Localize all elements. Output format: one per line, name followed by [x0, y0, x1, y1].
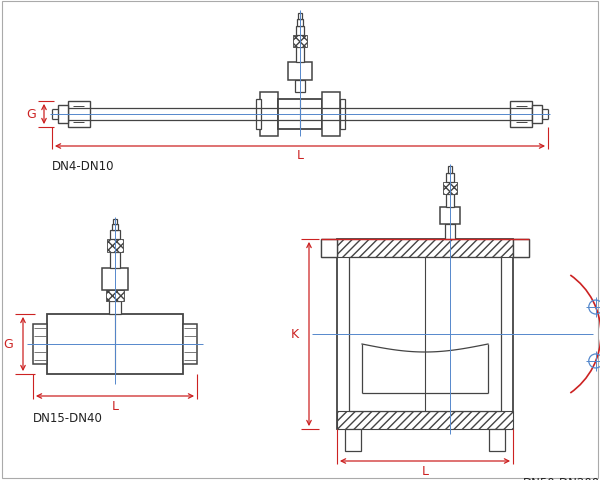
Bar [107, 240, 123, 252]
Bar [445, 225, 455, 240]
Bar [58, 106, 68, 124]
Text: K: K [291, 328, 299, 341]
Bar [110, 230, 120, 240]
Text: L: L [422, 465, 428, 478]
Bar [106, 290, 124, 301]
Bar [47, 314, 183, 374]
Bar [345, 429, 361, 451]
Bar [513, 240, 529, 257]
Bar [102, 268, 128, 290]
Bar [321, 240, 337, 257]
Bar [532, 106, 542, 124]
Bar [295, 81, 305, 93]
Bar [296, 48, 304, 63]
Text: DN4-DN10: DN4-DN10 [52, 160, 115, 173]
Text: G: G [3, 338, 13, 351]
Bar [337, 240, 513, 257]
Bar [446, 194, 454, 207]
Bar [513, 240, 529, 257]
Bar [278, 100, 322, 130]
Bar [489, 429, 505, 451]
Bar [446, 174, 454, 182]
Bar [349, 257, 501, 411]
Bar [260, 93, 278, 137]
Bar [510, 102, 532, 128]
Bar [293, 36, 307, 48]
Bar [443, 182, 457, 194]
Bar [112, 225, 118, 230]
Bar [340, 100, 345, 130]
Text: L: L [112, 400, 119, 413]
Bar [337, 240, 513, 429]
Bar [110, 252, 120, 268]
Bar [322, 93, 340, 137]
Bar [113, 219, 117, 225]
Text: L: L [296, 149, 304, 162]
Text: G: G [26, 108, 36, 121]
Bar [448, 167, 452, 174]
Bar [296, 27, 304, 36]
Bar [183, 324, 197, 364]
Bar [337, 411, 513, 429]
Text: DN50-DN200: DN50-DN200 [523, 477, 600, 480]
Bar [68, 102, 90, 128]
Bar [33, 324, 47, 364]
Bar [288, 63, 312, 81]
Bar [298, 14, 302, 20]
Bar [440, 207, 460, 225]
Bar [321, 240, 337, 257]
Bar [297, 20, 303, 27]
Bar [109, 301, 121, 314]
Text: DN15-DN40: DN15-DN40 [33, 412, 103, 425]
Bar [256, 100, 261, 130]
